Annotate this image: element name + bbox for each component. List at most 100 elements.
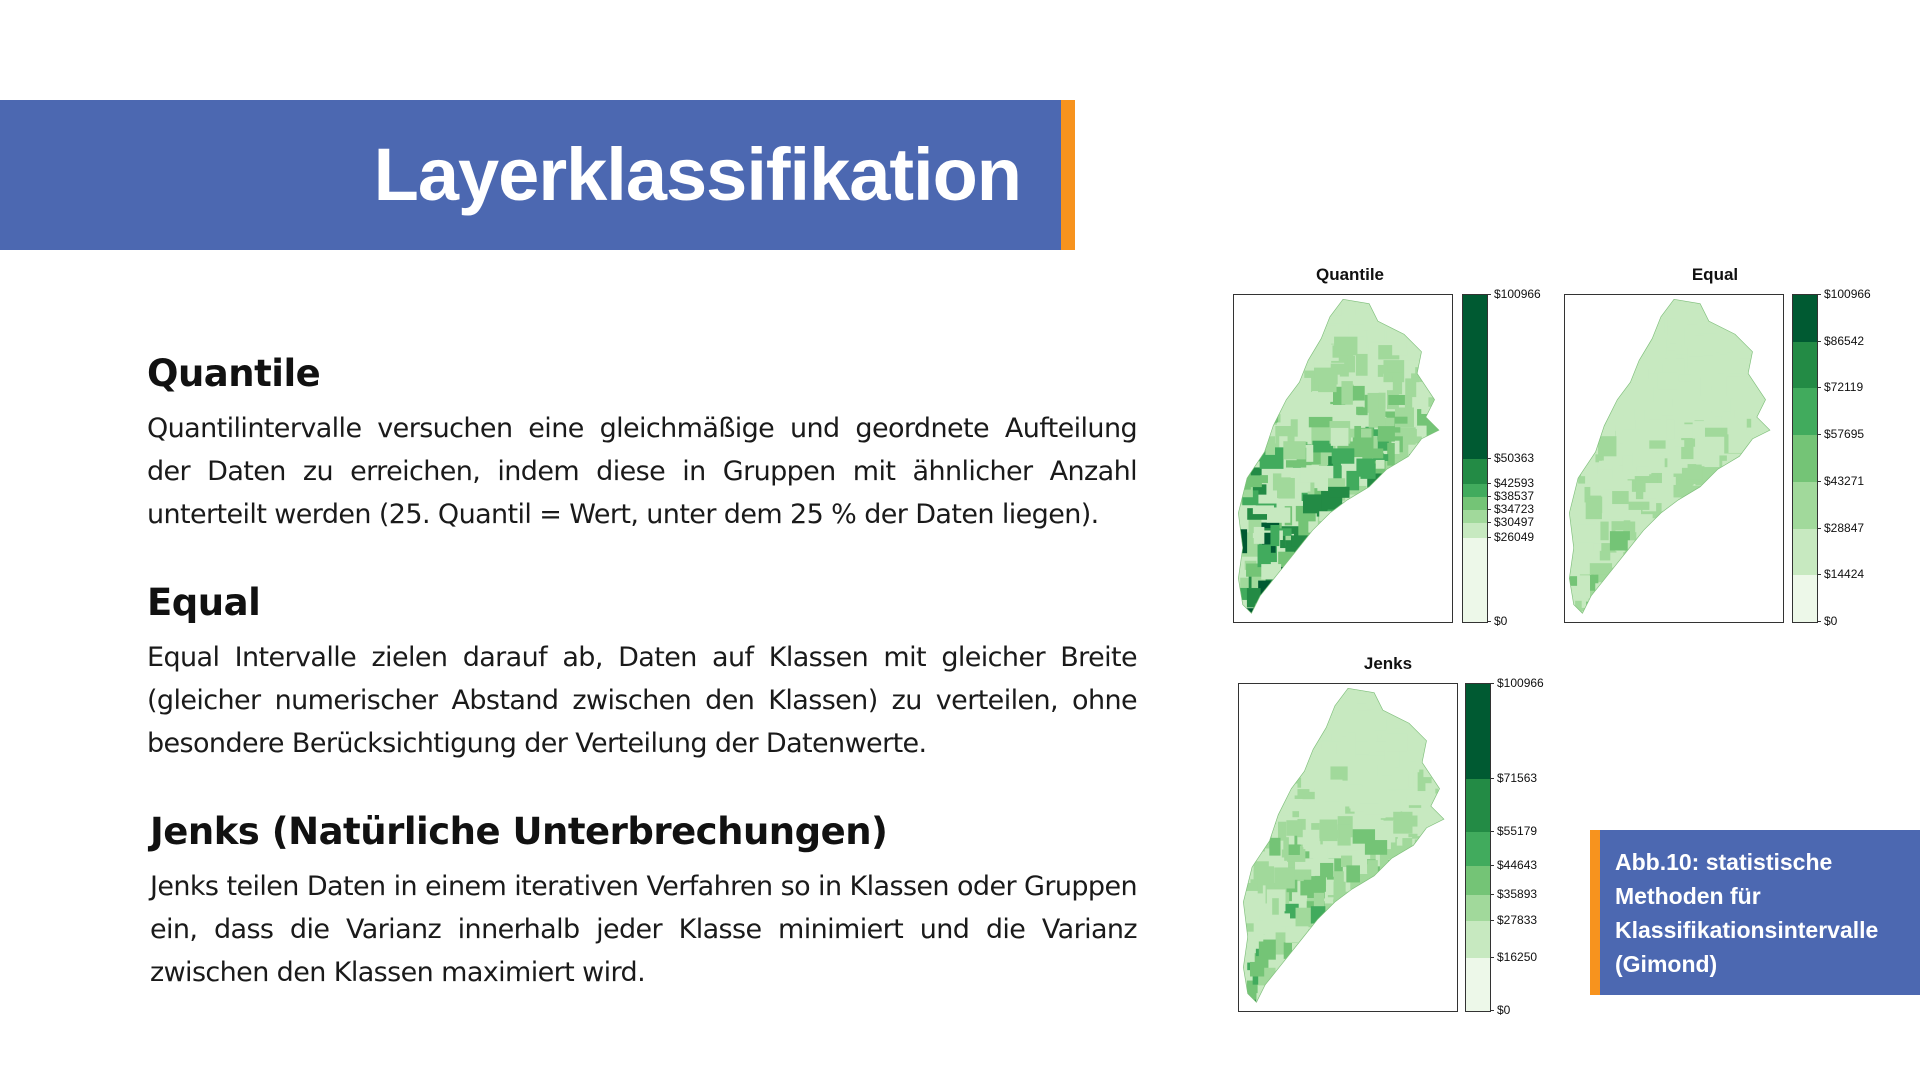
map-region — [1355, 880, 1374, 901]
map-region — [1368, 558, 1381, 579]
map-region — [1661, 615, 1673, 622]
map-region — [1337, 956, 1356, 978]
map-region — [1324, 604, 1337, 614]
map-region — [1248, 379, 1271, 395]
map-region — [1440, 328, 1447, 336]
map-region — [1581, 453, 1596, 477]
legend-label: $100966 — [1497, 676, 1544, 690]
map-region — [1339, 978, 1351, 991]
map-region — [1407, 320, 1418, 340]
map-region — [1647, 565, 1655, 579]
map-region — [1395, 712, 1404, 729]
map-region — [1432, 859, 1444, 866]
map-region — [1390, 299, 1408, 319]
map-region — [1569, 447, 1589, 455]
map-region — [1662, 520, 1672, 539]
map-region — [1636, 604, 1651, 614]
map-region — [1433, 352, 1439, 365]
map-region — [1283, 607, 1307, 614]
map-region — [1305, 690, 1326, 708]
map-region — [1265, 436, 1276, 455]
map-region — [1353, 931, 1361, 956]
map-region — [1745, 532, 1753, 557]
map-frame-jenks — [1238, 683, 1458, 1012]
map-region — [1433, 738, 1444, 749]
map-region — [1579, 442, 1590, 462]
map-region — [1726, 569, 1747, 593]
map-region — [1756, 544, 1765, 556]
map-region — [1414, 510, 1426, 520]
map-region — [1404, 421, 1426, 433]
map-region — [1318, 688, 1329, 709]
map-region — [1367, 578, 1383, 596]
map-region — [1706, 507, 1724, 531]
map-region — [1444, 700, 1457, 716]
map-region — [1257, 544, 1271, 568]
map-region — [1691, 485, 1703, 499]
map-region — [1446, 799, 1457, 815]
map-region — [1259, 614, 1282, 622]
map-region — [1333, 871, 1344, 888]
map-region — [1372, 496, 1394, 514]
map-region — [1328, 486, 1350, 498]
map-region — [1691, 610, 1712, 614]
map-region — [1750, 326, 1770, 351]
map-region — [1581, 369, 1595, 394]
map-region — [1291, 394, 1304, 412]
map-region — [1756, 480, 1765, 491]
map-region — [1368, 404, 1386, 428]
legend-label: $72119 — [1824, 380, 1864, 395]
map-region — [1304, 690, 1322, 708]
map-region — [1238, 366, 1259, 378]
map-region — [1283, 441, 1306, 460]
legend-label: $55179 — [1497, 824, 1538, 839]
map-region — [1693, 593, 1701, 607]
map-region — [1388, 905, 1406, 925]
map-region — [1391, 314, 1405, 330]
map-region — [1358, 610, 1371, 614]
map-region — [1293, 688, 1310, 711]
map-region — [1271, 607, 1282, 614]
map-region — [1391, 517, 1405, 541]
map-region — [1731, 556, 1750, 567]
map-region — [1720, 473, 1744, 483]
map-region — [1388, 394, 1411, 405]
map-region — [1675, 299, 1696, 312]
map-region — [1417, 448, 1436, 467]
map-region — [1370, 525, 1393, 546]
map-region — [1445, 840, 1456, 863]
map-region — [1250, 753, 1272, 775]
map-region — [1248, 336, 1259, 353]
map-region — [1731, 299, 1748, 316]
map-region — [1645, 597, 1659, 614]
map-region — [1645, 483, 1669, 496]
map-region — [1372, 990, 1392, 1000]
map-region — [1399, 586, 1414, 604]
map-region — [1246, 871, 1261, 880]
map-region — [1366, 503, 1377, 515]
map-region — [1634, 567, 1647, 583]
map-region — [1302, 494, 1327, 514]
map-region — [1379, 921, 1400, 940]
map-region — [1258, 611, 1279, 614]
map-region — [1415, 503, 1430, 523]
map-region — [1570, 323, 1587, 343]
legend-segment — [1793, 575, 1817, 622]
map-region — [1364, 803, 1388, 815]
map-region — [1730, 485, 1752, 499]
map-region — [1250, 400, 1263, 413]
map-region — [1305, 972, 1317, 983]
map-region — [1379, 851, 1389, 873]
map-region — [1635, 480, 1644, 500]
map-region — [1303, 581, 1319, 604]
map-region — [1263, 776, 1274, 796]
map-region — [1386, 615, 1405, 622]
map-region — [1346, 865, 1360, 883]
map-region — [1579, 315, 1593, 325]
map-region — [1354, 979, 1369, 988]
map-region — [1346, 613, 1366, 614]
map-region — [1396, 995, 1418, 1003]
map-region — [1288, 576, 1312, 588]
map-region — [1352, 973, 1369, 997]
map-region — [1379, 824, 1389, 836]
